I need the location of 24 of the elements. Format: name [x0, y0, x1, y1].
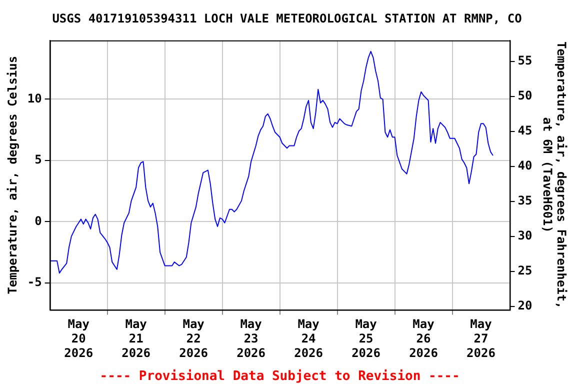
y2-tick-label: 45 — [518, 123, 532, 138]
y2-tick-label: 25 — [518, 263, 532, 278]
y2-axis-title: Temperature, air, degrees Fahrenheit, at 6M (TaveH601) — [540, 41, 569, 309]
x-tick-label: May 25 2026 — [352, 317, 380, 360]
x-tick-label: May 24 2026 — [294, 317, 323, 360]
y2-tick-label: 35 — [518, 193, 532, 208]
y2-tick-label: 30 — [518, 228, 532, 242]
y-tick-label: -5 — [27, 274, 42, 289]
y2-tick-label: 55 — [518, 54, 532, 68]
y-tick-label: 5 — [34, 152, 42, 167]
chart-title: USGS 401719105394311 LOCH VALE METEOROLOGICAL STATION AT RMNP, CO — [52, 11, 522, 26]
x-tick-label: May 27 2026 — [466, 317, 496, 360]
x-tick-label: May 23 2026 — [236, 317, 266, 360]
y2-tick-label: 50 — [518, 88, 532, 103]
x-tick-label: May 26 2026 — [409, 317, 438, 360]
y-tick-label: 10 — [27, 91, 42, 106]
x-tick-label: May 20 2026 — [64, 317, 94, 360]
y-tick-label: 0 — [34, 214, 42, 228]
y-axis-title: Temperature, air, degrees Celsius — [5, 56, 20, 294]
x-tick-label: May 21 2026 — [122, 317, 151, 360]
text: ---- Provisional Data Subject to Revision ---- — [100, 369, 460, 384]
y2-tick-label: 20 — [518, 298, 532, 312]
x-tick-label: May 22 2026 — [179, 317, 208, 360]
y2-tick-label: 40 — [518, 158, 532, 172]
